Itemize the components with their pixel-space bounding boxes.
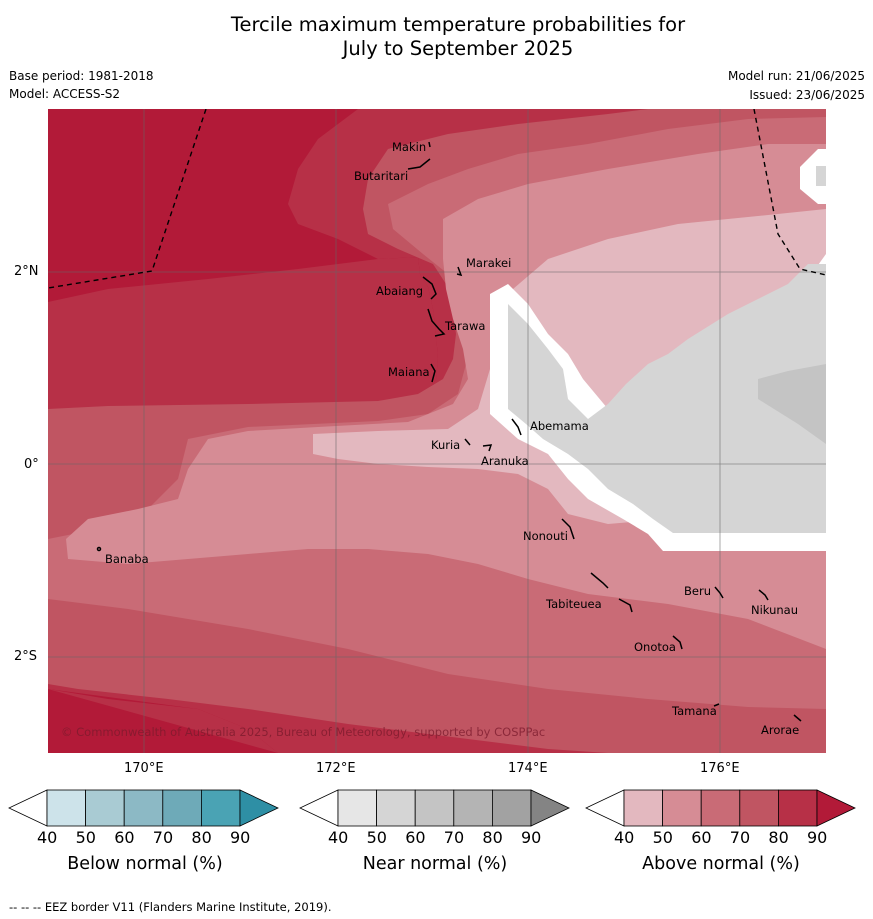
colorbar-extend-high — [239, 789, 279, 827]
colorbar-tick-label: 40 — [37, 828, 58, 847]
colorbar-segment — [162, 789, 202, 827]
colorbar-label-near: Near normal (%) — [362, 854, 508, 874]
colorbar-tick-label: 70 — [152, 828, 174, 847]
near-normal-border-north — [800, 149, 826, 204]
colorbar-segment — [376, 789, 416, 827]
colorbar-tick-label: 40 — [614, 828, 635, 847]
place-label-tabiteuea: Tabiteuea — [545, 597, 602, 611]
map-title-line2: July to September 2025 — [342, 37, 574, 60]
colorbar-segment — [85, 789, 125, 827]
colorbar-label-below: Below normal (%) — [67, 854, 223, 874]
colorbar-segment — [200, 789, 241, 827]
colorbar-tick-label: 90 — [521, 828, 542, 847]
place-label-tarawa: Tarawa — [444, 319, 485, 333]
place-label-arorae: Arorae — [761, 723, 799, 737]
place-label-kuria: Kuria — [431, 438, 460, 452]
colorbar-tick-label: 60 — [405, 828, 426, 847]
lon-tick-172: 172°E — [316, 761, 356, 776]
colorbar-segment — [662, 789, 702, 827]
colorbar-tick-label: 50 — [75, 828, 96, 847]
colorbar-near-normal — [299, 789, 570, 827]
colorbar-tick-label: 40 — [328, 828, 349, 847]
colorbar-extend-high — [816, 789, 856, 827]
colorbar-segment — [46, 789, 86, 827]
model-run: Model run: 21/06/2025 — [727, 69, 865, 83]
place-label-beru: Beru — [684, 584, 711, 598]
colorbar-extend-low — [8, 789, 48, 827]
colorbar-tick-label: 60 — [691, 828, 712, 847]
place-label-aranuka: Aranuka — [481, 454, 529, 468]
colorbar-tick-label: 50 — [366, 828, 387, 847]
place-label-makin: Makin — [392, 140, 426, 154]
issued-date: Issued: 23/06/2025 — [749, 88, 865, 102]
place-label-abaiang: Abaiang — [376, 284, 423, 298]
colorbar-tick-label: 80 — [482, 828, 503, 847]
colorbar-extend-low — [585, 789, 625, 827]
lon-tick-176: 176°E — [700, 761, 740, 776]
copyright-notice: © Commonwealth of Australia 2025, Bureau… — [61, 725, 545, 739]
place-label-butaritari: Butaritari — [354, 169, 408, 183]
place-label-banaba: Banaba — [105, 552, 149, 566]
place-label-onotoa: Onotoa — [634, 640, 676, 654]
place-label-maiana: Maiana — [388, 365, 430, 379]
band-80-90 — [48, 257, 438, 753]
colorbar-segment — [337, 789, 377, 827]
colorbars — [8, 789, 856, 827]
colorbar-tick-label: 90 — [230, 828, 251, 847]
colorbar-tick-label: 70 — [443, 828, 465, 847]
lat-tick-2s: 2°S — [14, 649, 38, 664]
colorbar-segment — [491, 789, 532, 827]
colorbar-tick-label: 80 — [768, 828, 789, 847]
colorbar-segment — [453, 789, 493, 827]
colorbar-extend-high — [530, 789, 570, 827]
colorbar-segment — [700, 789, 741, 827]
place-label-nikunau: Nikunau — [751, 603, 798, 617]
colorbar-label-above: Above normal (%) — [642, 854, 800, 874]
place-label-marakei: Marakei — [466, 256, 511, 270]
eez-border — [48, 109, 826, 289]
probability-map: Makin Butaritari Marakei Abaiang Tarawa … — [48, 109, 826, 753]
footer-eez-note: -- -- -- EEZ border V11 (Flanders Marine… — [9, 900, 332, 914]
base-period: Base period: 1981-2018 — [9, 69, 154, 83]
near-normal-region — [508, 264, 826, 533]
model-name: Model: ACCESS-S2 — [9, 87, 121, 101]
colorbar-tick-label: 50 — [652, 828, 673, 847]
place-label-tamana: Tamana — [671, 704, 717, 718]
colorbar-below-normal — [8, 789, 279, 827]
island-outlines — [96, 141, 802, 722]
colorbar-segment — [123, 789, 164, 827]
map-title-line1: Tercile maximum temperature probabilitie… — [230, 13, 686, 36]
place-label-abemama: Abemama — [530, 419, 589, 433]
colorbar-above-normal — [585, 789, 856, 827]
colorbar-tick-label: 80 — [191, 828, 212, 847]
gridlines — [48, 109, 826, 753]
colorbar-segment — [623, 789, 663, 827]
place-label-nonouti: Nonouti — [523, 529, 568, 543]
lon-tick-174: 174°E — [508, 761, 548, 776]
lon-tick-170: 170°E — [124, 761, 164, 776]
near-normal-50-60 — [758, 364, 826, 444]
near-normal-region-north — [816, 166, 826, 186]
lat-tick-0: 0° — [24, 457, 39, 472]
colorbar-segment — [414, 789, 455, 827]
colorbar-tick-label: 70 — [729, 828, 751, 847]
colorbar-extend-low — [299, 789, 339, 827]
colorbar-segment — [739, 789, 779, 827]
colorbar-tick-label: 60 — [114, 828, 135, 847]
colorbar-segment — [778, 789, 818, 827]
colorbar-tick-label: 90 — [807, 828, 828, 847]
lat-tick-2n: 2°N — [14, 264, 39, 279]
